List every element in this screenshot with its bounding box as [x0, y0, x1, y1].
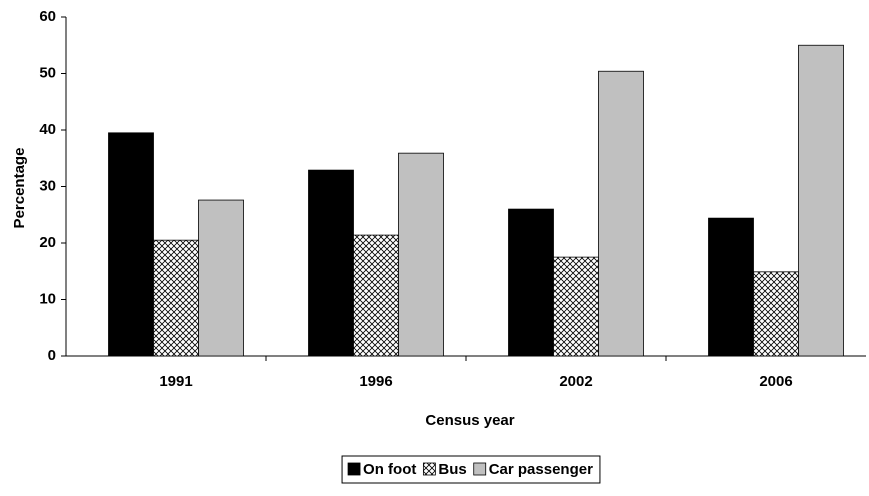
x-tick-label: 1996	[359, 373, 392, 390]
bar	[708, 217, 754, 357]
x-tick-label: 2002	[559, 373, 592, 390]
bar	[353, 234, 399, 357]
legend-label: On foot	[363, 461, 416, 478]
x-axis-title: Census year	[425, 412, 514, 429]
legend-swatch	[347, 462, 361, 476]
legend-swatch	[473, 462, 487, 476]
y-tick-label: 40	[39, 121, 56, 138]
x-tick-label: 2006	[759, 373, 792, 390]
bar	[553, 256, 599, 357]
y-axis-title: Percentage	[11, 148, 28, 229]
x-tick-label: 1991	[159, 373, 192, 390]
bar	[798, 44, 844, 357]
y-tick-label: 30	[39, 177, 56, 194]
y-tick-label: 60	[39, 8, 56, 25]
bar	[108, 132, 154, 357]
legend-box	[341, 455, 601, 484]
bar	[508, 208, 554, 357]
legend-label: Bus	[438, 461, 466, 478]
legend-swatch	[422, 462, 436, 476]
bar	[753, 271, 799, 357]
bar	[153, 239, 199, 357]
y-tick-label: 20	[39, 234, 56, 251]
y-tick-label: 0	[48, 347, 56, 364]
bar	[308, 169, 354, 357]
y-tick-label: 50	[39, 64, 56, 81]
bar	[598, 70, 644, 357]
legend-label: Car passenger	[489, 461, 593, 478]
bar	[198, 199, 244, 357]
y-tick-label: 10	[39, 290, 56, 307]
bar	[398, 152, 444, 357]
